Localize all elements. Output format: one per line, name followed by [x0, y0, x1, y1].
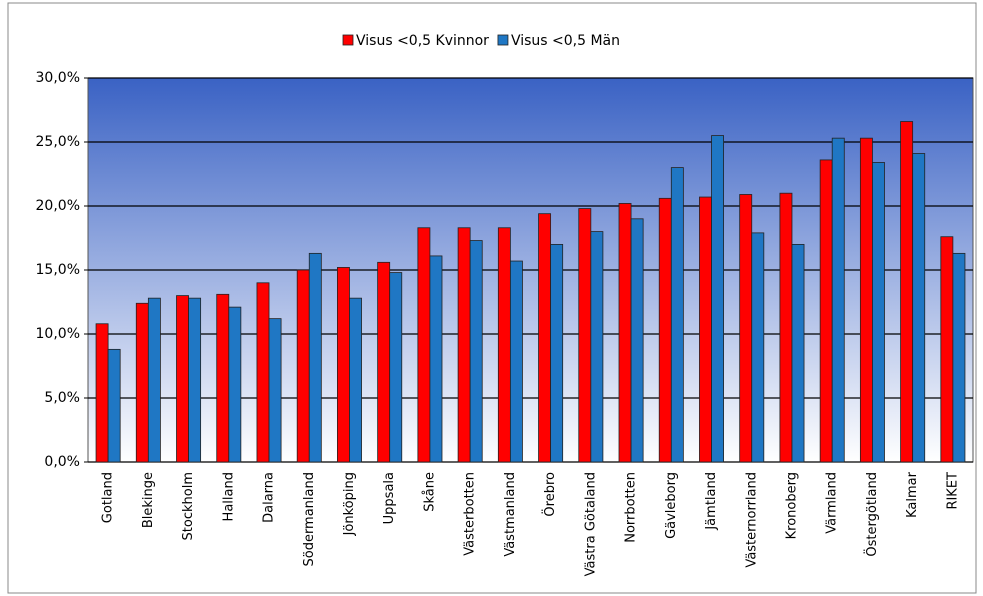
x-tick-label: Västerbotten: [463, 472, 478, 556]
bar: [590, 231, 604, 463]
bar: [819, 159, 833, 463]
bar: [711, 135, 724, 463]
bar: [872, 162, 885, 463]
bar: [509, 260, 523, 463]
bar: [550, 243, 564, 463]
x-tick-label: Gävleborg: [664, 472, 679, 539]
bar: [268, 318, 282, 463]
x-tick-label: Norrbotten: [624, 472, 639, 543]
y-tick-label: 20,0%: [36, 198, 80, 214]
bar: [618, 203, 632, 463]
x-tick-label: Kronoberg: [784, 472, 799, 539]
bar: [940, 236, 954, 463]
bar: [739, 194, 753, 463]
x-tick-label: Skåne: [422, 472, 437, 512]
y-tick-label: 30,0%: [36, 70, 80, 86]
x-tick-label: Östergötland: [863, 472, 880, 557]
bar: [831, 137, 845, 463]
bar: [377, 261, 391, 463]
x-tick-label: Södermanland: [302, 472, 317, 567]
y-tick-label: 5,0%: [44, 390, 80, 406]
bar: [791, 243, 805, 463]
x-tick-label: RIKET: [945, 472, 960, 510]
bar: [538, 213, 552, 463]
bar: [859, 137, 873, 463]
x-tick-label: Jämtland: [704, 472, 719, 531]
bar: [630, 218, 644, 463]
bar: [699, 196, 712, 463]
bar: [670, 167, 684, 463]
bar: [469, 240, 483, 463]
x-tick-label: Örebro: [541, 472, 558, 517]
bar: [308, 252, 322, 463]
x-tick-label: Västernorrland: [744, 472, 759, 568]
bar: [147, 297, 161, 463]
bar: [497, 227, 511, 463]
x-tick-label: Uppsala: [382, 472, 397, 524]
x-tick-label: Värmland: [825, 472, 840, 534]
bar: [337, 267, 350, 463]
legend-label: Visus <0,5 Män: [511, 33, 620, 49]
bar: [188, 297, 202, 463]
y-tick-label: 0,0%: [44, 454, 80, 470]
bar: [429, 255, 443, 463]
bar: [912, 153, 926, 463]
legend-swatch: [342, 34, 354, 46]
x-tick-label: Halland: [221, 472, 236, 521]
bar: [176, 295, 189, 463]
bar: [658, 197, 672, 463]
bar: [135, 302, 149, 463]
bar: [900, 121, 914, 463]
x-tick-label: Jönköping: [342, 472, 357, 536]
x-tick-label: Blekinge: [141, 472, 156, 528]
bar: [779, 192, 793, 463]
legend-swatch: [497, 34, 509, 46]
bar: [296, 269, 310, 463]
bar: [216, 293, 230, 463]
y-tick-label: 10,0%: [36, 326, 80, 342]
bar: [228, 306, 242, 463]
y-tick-label: 15,0%: [36, 262, 80, 278]
bar: [952, 252, 966, 463]
legend-label: Visus <0,5 Kvinnor: [356, 33, 489, 49]
bar: [389, 272, 403, 463]
bar: [751, 232, 765, 463]
x-tick-label: Dalarna: [262, 472, 277, 523]
y-tick-label: 25,0%: [36, 134, 80, 150]
bar: [457, 227, 471, 463]
bar: [256, 282, 270, 463]
x-tick-label: Stockholm: [181, 472, 196, 540]
bar: [578, 208, 592, 463]
x-tick-label: Västra Götaland: [583, 472, 598, 576]
bar: [95, 323, 109, 463]
bar: [107, 348, 121, 463]
bar: [417, 227, 431, 463]
x-tick-label: Kalmar: [905, 471, 920, 518]
x-tick-label: Västmanland: [503, 472, 518, 557]
bar: [349, 297, 362, 463]
x-tick-label: Gotland: [101, 472, 116, 523]
